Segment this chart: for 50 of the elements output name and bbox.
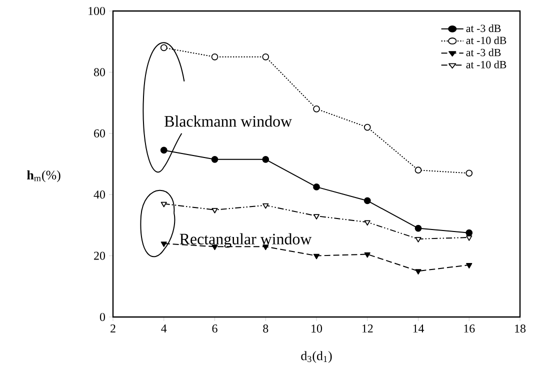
point — [262, 156, 270, 163]
point — [364, 252, 370, 258]
x-axis-title: d$_{3}$(d$_{1}$) — [301, 351, 332, 363]
point — [313, 214, 320, 220]
point — [262, 203, 269, 209]
y-tick-label: 20 — [94, 252, 106, 260]
point — [415, 237, 422, 242]
point — [466, 170, 473, 177]
x-tick-label: 10 — [312, 324, 322, 333]
point — [211, 156, 218, 163]
point — [160, 44, 168, 52]
x-tick-label: 18 — [515, 324, 526, 333]
point — [313, 184, 320, 190]
y-tick-label: 60 — [94, 129, 106, 138]
point — [262, 53, 270, 60]
y-tick-label: 40 — [94, 190, 106, 199]
point — [414, 166, 422, 174]
y-tick-label: 100 — [88, 6, 106, 16]
legend-label: at -10 dB — [466, 60, 506, 68]
legend-label: at -3 dB — [466, 24, 501, 32]
point — [466, 229, 473, 236]
point — [160, 242, 167, 247]
point — [364, 197, 371, 204]
point — [212, 208, 218, 214]
point — [466, 263, 472, 268]
point — [364, 220, 370, 226]
y-tick-label: 80 — [94, 68, 106, 76]
point — [313, 105, 320, 112]
x-tick-label: 12 — [362, 324, 373, 332]
legend-label: at -3 dB — [466, 48, 501, 56]
x-tick-label: 14 — [413, 324, 424, 332]
x-tick-label: 8 — [263, 324, 268, 333]
legend-label: at -10 dB — [466, 36, 506, 44]
point — [414, 224, 422, 232]
y-tick-label: 0 — [100, 312, 106, 322]
y-axis-title: h$_{m}$(%) — [27, 170, 60, 182]
point — [415, 269, 422, 275]
point — [160, 146, 168, 154]
point — [262, 244, 269, 250]
point — [466, 235, 472, 241]
annotation: Blackmann window — [164, 116, 292, 127]
x-tick-label: 4 — [161, 324, 167, 332]
point — [160, 202, 167, 208]
x-tick-label: 2 — [110, 324, 116, 332]
point — [313, 254, 320, 260]
x-tick-label: 6 — [212, 324, 218, 333]
x-tick-label: 16 — [464, 324, 475, 333]
point — [211, 53, 218, 60]
point — [364, 124, 371, 131]
annotation: Rectangular window — [180, 233, 312, 248]
